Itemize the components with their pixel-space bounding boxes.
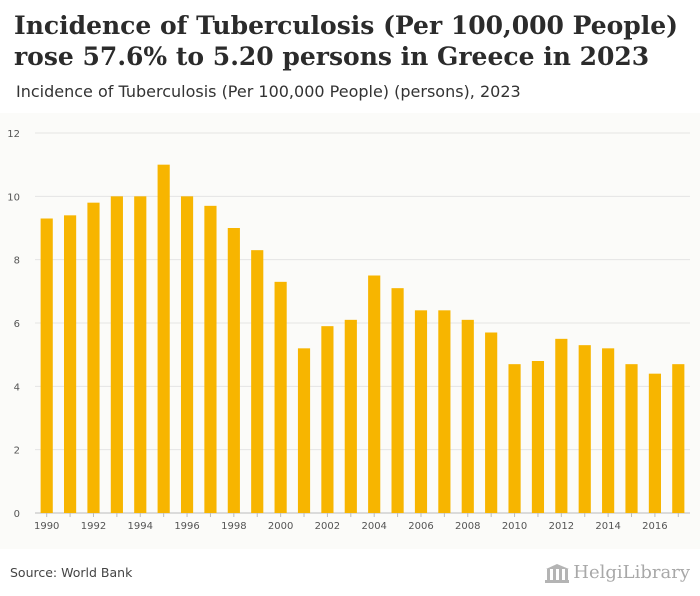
bar-1998: [227, 228, 240, 513]
y-tick-label: 10: [7, 192, 20, 203]
x-tick-label: 2012: [549, 521, 574, 532]
bar-1991: [64, 215, 77, 513]
bar-1992: [87, 202, 100, 513]
bar-2012: [555, 338, 568, 513]
x-tick-label: 2006: [408, 521, 433, 532]
bar-2010: [508, 364, 521, 513]
x-tick-label: 2004: [361, 521, 386, 532]
x-tick-label: 2016: [642, 521, 667, 532]
x-tick-label: 2010: [502, 521, 527, 532]
helgi-library-logo: HelgiLibrary: [545, 562, 690, 583]
bar-2009: [485, 332, 498, 513]
bar-1997: [204, 205, 217, 513]
x-tick-label: 2002: [315, 521, 340, 532]
chart-subtitle: Incidence of Tuberculosis (Per 100,000 P…: [16, 82, 521, 101]
bar-1996: [180, 196, 194, 513]
logo-text: HelgiLibrary: [573, 562, 690, 583]
y-tick-label: 6: [14, 319, 20, 330]
bar-2008: [461, 319, 474, 513]
y-tick-label: 12: [7, 129, 20, 140]
bar-2006: [414, 310, 428, 513]
library-building-icon: [545, 563, 570, 583]
x-tick-label: 2000: [268, 521, 293, 532]
bar-1993: [110, 196, 123, 513]
bar-1999: [251, 250, 264, 513]
bar-2011: [531, 361, 545, 513]
bar-2015: [625, 364, 638, 513]
bar-2004: [368, 275, 381, 513]
bar-2013: [578, 345, 591, 513]
bar-2005: [391, 288, 404, 513]
bar-1990: [40, 218, 53, 513]
x-tick-label: 2008: [455, 521, 480, 532]
bar-2003: [344, 319, 357, 513]
y-tick-label: 8: [14, 256, 20, 267]
chart-title: Incidence of Tuberculosis (Per 100,000 P…: [14, 11, 679, 71]
y-tick-label: 2: [14, 446, 20, 457]
bar-2014: [602, 348, 615, 513]
bar-2017: [672, 364, 685, 513]
x-tick-label: 1990: [34, 521, 59, 532]
bar-2016: [648, 373, 661, 513]
source-note: Source: World Bank: [10, 565, 133, 580]
y-tick-label: 4: [14, 382, 20, 393]
bar-2000: [274, 281, 287, 513]
bar-1995: [157, 164, 170, 513]
bar-chart: 0 2 4 6 8 10 12 1990 1992 1994 1996 1998 2000 2002 200…: [7, 129, 690, 532]
y-tick-label: 0: [14, 509, 20, 520]
bar-2002: [321, 326, 334, 513]
x-tick-label: 2014: [595, 521, 620, 532]
bar-2001: [297, 348, 311, 513]
chart-area: 0 2 4 6 8 10 12 1990 1992 1994 1996 1998 2000 2002 200…: [0, 113, 700, 549]
x-tick-label: 1994: [128, 521, 153, 532]
bar-1994: [134, 196, 147, 513]
bar-2007: [438, 310, 451, 513]
x-tick-label: 1992: [81, 521, 106, 532]
x-tick-label: 1998: [221, 521, 246, 532]
x-tick-label: 1996: [174, 521, 199, 532]
